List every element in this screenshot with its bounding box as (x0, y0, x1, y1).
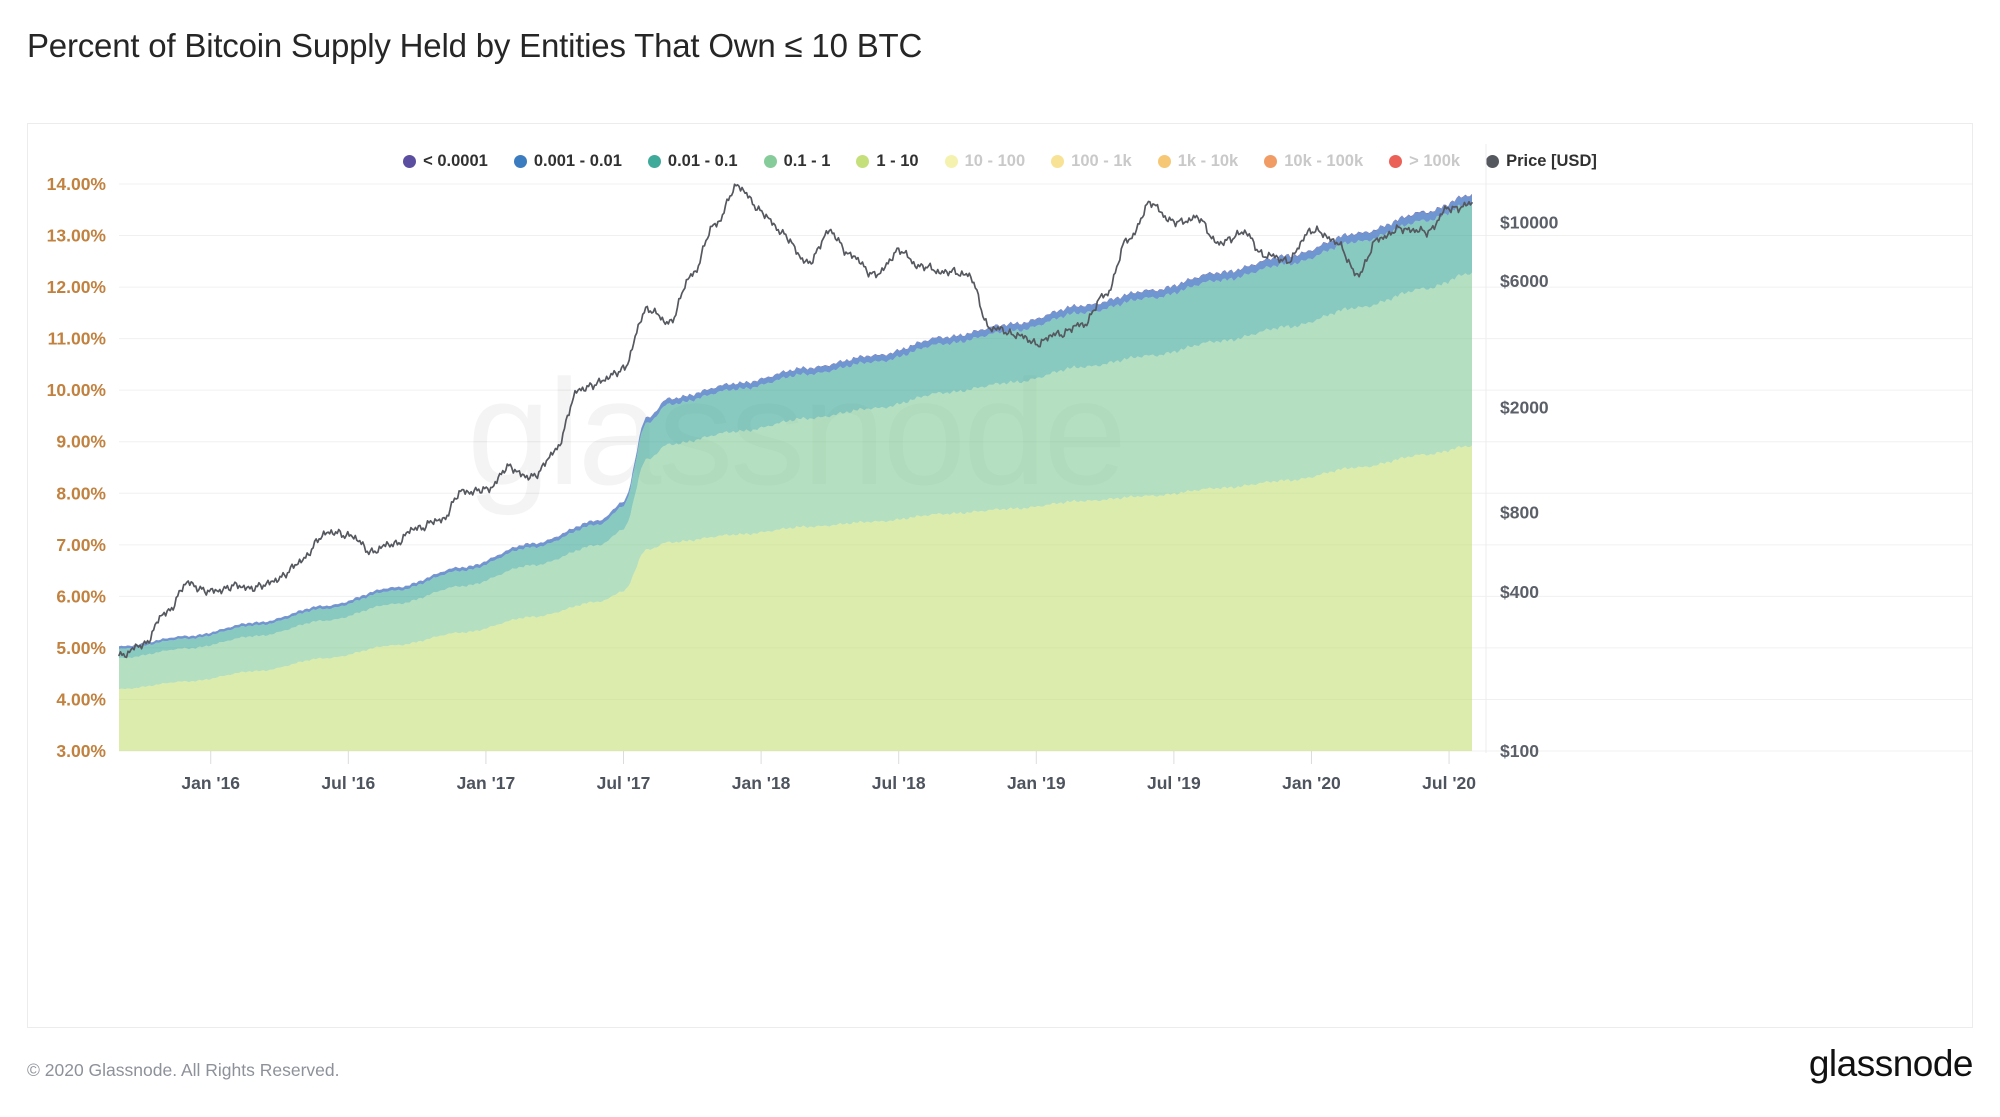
legend-swatch-icon (1157, 155, 1171, 168)
y-left-tick-label: 6.00% (56, 586, 106, 606)
y-left-tick-label: 7.00% (56, 535, 106, 555)
area-band-2 (119, 202, 1472, 659)
y-right-tick-label: $6000 (1500, 271, 1549, 291)
legend-swatch-icon (1486, 155, 1500, 168)
x-tick-label: Jan '17 (457, 773, 516, 793)
legend-swatch-icon (647, 155, 661, 168)
y-left-tick-label: 3.00% (56, 741, 106, 761)
x-tick-label: Jul '17 (597, 773, 651, 793)
x-tick-label: Jan '18 (732, 773, 791, 793)
legend-swatch-icon (403, 155, 417, 168)
chart-legend: < 0.0001 0.001 - 0.01 0.01 - 0.1 0.1 - 1 1 -… (28, 152, 1972, 171)
legend-label: 0.01 - 0.1 (667, 152, 738, 170)
area-band-3 (119, 194, 1472, 649)
y-right-tick-label: $10000 (1500, 213, 1559, 233)
legend-label: < 0.0001 (423, 152, 488, 170)
y-left-tick-label: 9.00% (56, 432, 106, 452)
y-left-tick-label: 14.00% (47, 174, 107, 194)
y-left-tick-label: 4.00% (56, 689, 106, 709)
x-tick-label: Jan '19 (1007, 773, 1066, 793)
y-right-tick-label: $100 (1500, 741, 1539, 761)
area-band-0 (119, 445, 1472, 751)
legend-label: 1 - 10 (876, 152, 919, 170)
legend-swatch-icon (1389, 155, 1403, 168)
y-left-tick-label: 13.00% (47, 226, 107, 246)
area-band-1 (119, 272, 1472, 690)
price-line (118, 183, 1473, 659)
y-right-tick-label: $400 (1500, 582, 1539, 602)
x-tick-label: Jan '20 (1282, 773, 1341, 793)
x-tick-label: Jul '19 (1147, 773, 1201, 793)
y-right-tick-label: $2000 (1500, 397, 1549, 417)
legend-swatch-icon (763, 155, 777, 168)
footer-logo: glassnode (1808, 1043, 1974, 1084)
legend-label: 100 - 1k (1071, 152, 1132, 170)
x-tick-label: Jul '20 (1422, 773, 1476, 793)
x-axis: Jan '16 Jul '16 Jan '17 Jul '17 Jan '18 Jul '… (181, 773, 1476, 793)
chart-card: < 0.0001 0.001 - 0.01 0.01 - 0.1 0.1 - 1 1 -… (27, 123, 1973, 1028)
y-axis-left: 14.00% 13.00% 12.00% 11.00% 10.00% 9.00% 8.00%… (47, 174, 107, 761)
legend-label: Price [USD] (1506, 152, 1597, 170)
y-left-tick-label: 10.00% (47, 380, 107, 400)
legend-swatch-icon (944, 155, 958, 168)
legend-swatch-icon (1051, 155, 1065, 168)
x-tick-label: Jul '16 (321, 773, 375, 793)
legend-label: 0.001 - 0.01 (533, 152, 622, 170)
legend-label: 0.1 - 1 (783, 152, 831, 170)
footer-copyright: © 2020 Glassnode. All Rights Reserved. (27, 1060, 340, 1080)
legend-label: 1k - 10k (1177, 152, 1239, 170)
legend-item-1[interactable]: 0.001 - 0.01 (501, 152, 635, 171)
y-axis-right: $10000 $6000 $2000 $800 $400 $100 (1500, 213, 1559, 761)
legend-item-3[interactable]: 0.1 - 1 (751, 152, 844, 171)
legend-item-8[interactable]: 10k - 100k (1251, 152, 1376, 171)
legend-item-5[interactable]: 10 - 100 (932, 152, 1039, 171)
legend-item-9[interactable]: > 100k (1376, 152, 1473, 171)
legend-label: 10 - 100 (964, 152, 1026, 170)
legend-swatch-icon (856, 155, 870, 168)
legend-item-4[interactable]: 1 - 10 (843, 152, 931, 171)
x-tick-label: Jan '16 (181, 773, 240, 793)
y-right-tick-label: $800 (1500, 502, 1539, 522)
legend-item-10[interactable]: Price [USD] (1473, 152, 1610, 171)
y-left-tick-label: 11.00% (48, 329, 107, 349)
legend-item-0[interactable]: < 0.0001 (390, 152, 501, 171)
legend-swatch-icon (513, 155, 527, 168)
stacked-areas (119, 193, 1472, 751)
legend-label: > 100k (1409, 152, 1461, 170)
legend-item-6[interactable]: 100 - 1k (1038, 152, 1145, 171)
y-left-tick-label: 5.00% (56, 638, 106, 658)
y-left-tick-label: 12.00% (47, 277, 107, 297)
x-tick-marks (210, 751, 1450, 764)
chart-svg: glassnode14.00%13.00%12.00%11.00%10.00%9… (47, 144, 1972, 793)
plot-area: glassnode14.00%13.00%12.00%11.00%10.00%9… (28, 124, 1972, 1027)
legend-item-2[interactable]: 0.01 - 0.1 (635, 152, 751, 171)
legend-swatch-icon (1264, 155, 1278, 168)
y-left-tick-label: 8.00% (56, 483, 106, 503)
legend-item-7[interactable]: 1k - 10k (1145, 152, 1252, 171)
page-title: Percent of Bitcoin Supply Held by Entiti… (27, 27, 923, 64)
legend-label: 10k - 100k (1284, 152, 1364, 170)
x-tick-label: Jul '18 (872, 773, 926, 793)
